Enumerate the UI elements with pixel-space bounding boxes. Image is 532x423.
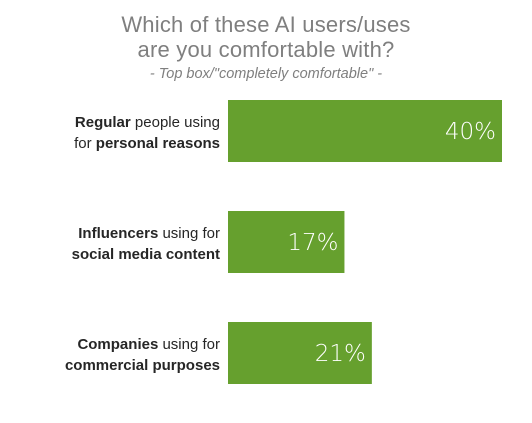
bar-value-label-2: 17% (287, 230, 338, 256)
category-label-1: Regular people using for personal reasons (74, 114, 220, 152)
bar-2 (228, 211, 345, 273)
category-label-2: Influencers using for social media conten… (72, 225, 220, 263)
chart-subtitle: - Top box/"completely comfortable" - (149, 66, 383, 82)
bar-1 (228, 100, 502, 162)
bar-3 (228, 322, 372, 384)
bar-value-label-1: 40% (445, 119, 496, 145)
chart-title-line-1: Which of these AI users/uses (121, 12, 411, 37)
category-label-3: Companies using for commercial purposes (65, 336, 220, 374)
bar-value-label-3: 21% (315, 341, 366, 367)
chart-title-line-2: are you comfortable with? (137, 37, 395, 62)
chart-title-block: Which of these AI users/uses are you com… (0, 12, 532, 82)
